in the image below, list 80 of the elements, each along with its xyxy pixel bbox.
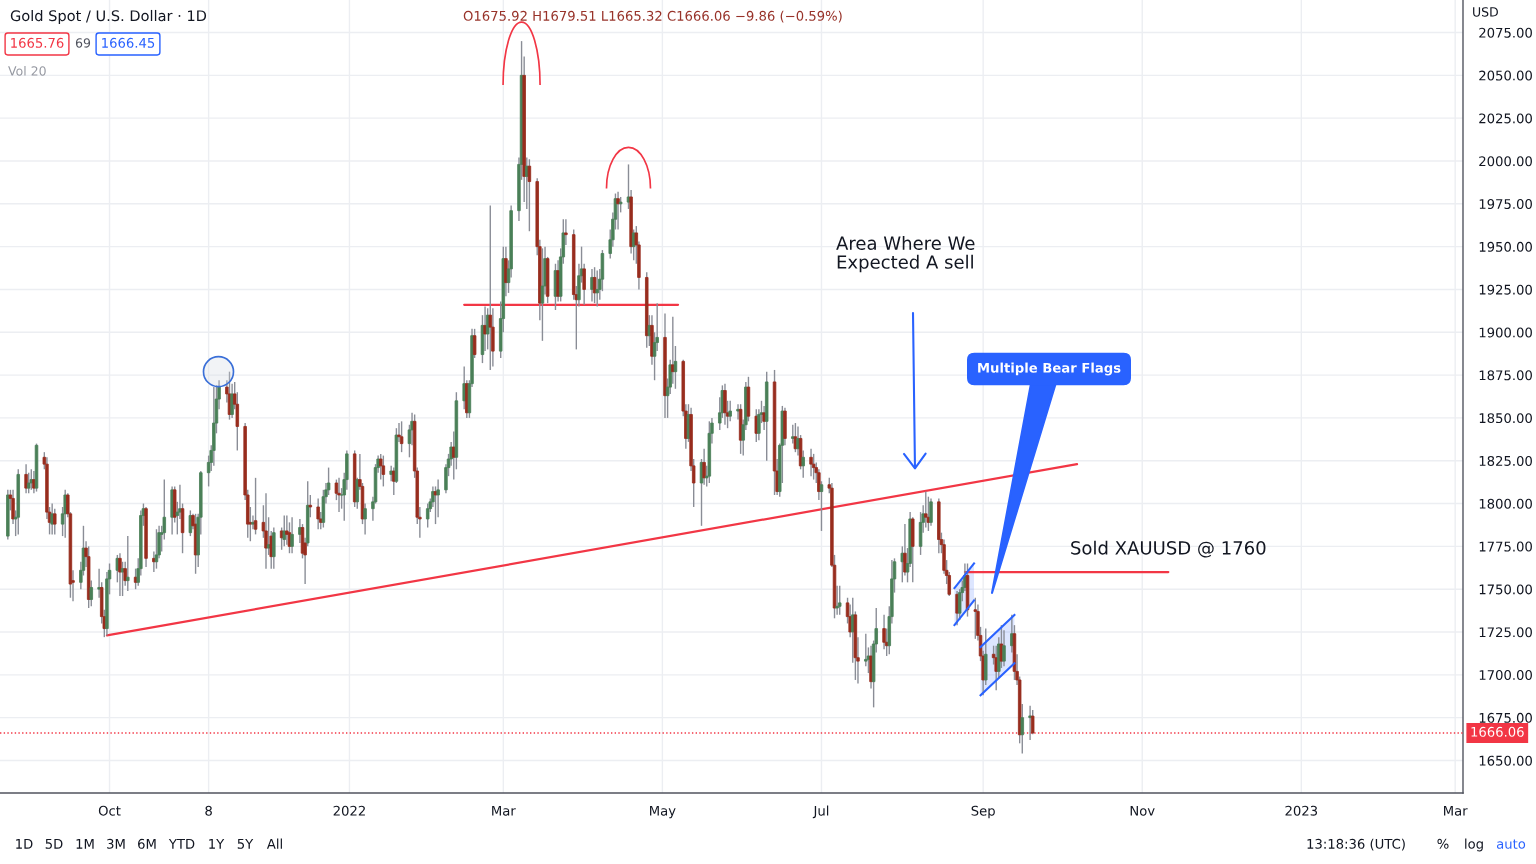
annotation: 1665.76 (11, 37, 64, 48)
text: auto (1496, 839, 1526, 849)
y-tick-label: 2025.00 (1479, 113, 1532, 124)
candlestick (308, 494, 313, 518)
text: 5D (45, 839, 63, 849)
annotation: Vol 20 (8, 65, 46, 76)
candlestick (955, 590, 959, 626)
x-tick-label: Jul (812, 805, 829, 819)
text: 3M (107, 838, 125, 849)
x-tick-label: May (650, 805, 676, 819)
text: YTD (168, 839, 195, 849)
candlestick (264, 492, 268, 570)
text: Gold Spot / U.S. Dollar · 1D (10, 9, 207, 25)
x-tick-label: Mar (492, 805, 516, 816)
candlestick (272, 526, 276, 570)
y-tick-label: 2000.00 (1479, 156, 1532, 167)
candlestick (929, 497, 933, 527)
y-tick-label: 1750.00 (1479, 584, 1532, 595)
x-tick-label: Oct (98, 805, 121, 816)
candlestick (89, 579, 93, 608)
y-tick-label: 2050.00 (1479, 70, 1532, 81)
y-tick-label: 1875.00 (1479, 370, 1532, 381)
y-tick-label: 1700.00 (1479, 670, 1532, 681)
candlestick (381, 454, 386, 488)
candlestick (337, 477, 341, 513)
text: 1D (16, 839, 33, 849)
y-tick-label: 1725.00 (1479, 627, 1532, 638)
annotation: Sold XAUUSD @ 1760 (1071, 540, 1266, 558)
candlestick (53, 507, 57, 536)
y-axis-title: USD (1473, 7, 1498, 17)
x-tick-label: 2022 (333, 805, 365, 816)
candlestick (1020, 703, 1024, 755)
candlestick (488, 204, 492, 371)
y-tick-label: 1900.00 (1479, 327, 1532, 338)
y-tick-label: 1825.00 (1479, 455, 1532, 466)
annotation: 1666.45 (102, 37, 155, 48)
candlestick (723, 382, 727, 426)
candlestick (399, 420, 404, 453)
annotation: Multiple Bear Flags (978, 362, 1121, 376)
y-tick-label: 1675.00 (1479, 712, 1532, 723)
x-tick-label: 2023 (1285, 805, 1318, 816)
annotation: O1675.92 H1679.51 L1665.32 C1666.06 −9.86 (−0.59%) (463, 10, 842, 23)
y-tick-label: 1800.00 (1479, 498, 1532, 509)
candlestick (63, 489, 67, 539)
text: 13:18:36 (UTC) (1307, 838, 1405, 851)
candlestick (24, 463, 28, 494)
candlestick (999, 624, 1004, 669)
x-tick-label: Sep (971, 805, 995, 819)
y-tick-label: 1950.00 (1479, 241, 1532, 252)
candlestick (924, 490, 928, 529)
y-tick-label: 1925.00 (1479, 284, 1532, 295)
annotation: 69 (75, 38, 91, 48)
text: log (1465, 838, 1483, 852)
candlestick (126, 535, 130, 592)
candlestick (1028, 704, 1032, 741)
candlestick (1002, 629, 1006, 667)
text: 5Y (237, 839, 254, 849)
text: All (266, 838, 282, 849)
x-tick-label: 8 (205, 805, 212, 816)
candlestick (838, 585, 842, 616)
candlestick (801, 449, 805, 479)
annotation: Area Where We Expected A sell (836, 236, 975, 273)
candlestick (253, 477, 258, 536)
text: % (1437, 838, 1449, 849)
candlestick (282, 514, 286, 548)
y-tick-label: 2075.00 (1479, 27, 1532, 38)
y-tick-label: 1975.00 (1479, 199, 1532, 210)
ref-line-label: 1666.06 (1471, 726, 1524, 737)
x-tick-label: Nov (1130, 805, 1155, 816)
y-tick-label: 1650.00 (1479, 755, 1532, 766)
text: 1M (76, 839, 94, 849)
candlestick (809, 448, 813, 477)
text: 6M (138, 838, 156, 849)
candlestick (590, 268, 594, 303)
candlestick (290, 516, 294, 554)
y-tick-label: 1775.00 (1479, 541, 1532, 552)
candlestick (50, 502, 54, 536)
text: 1Y (209, 839, 225, 849)
x-tick-label: Mar (1444, 805, 1468, 816)
y-tick-label: 1850.00 (1479, 413, 1532, 424)
